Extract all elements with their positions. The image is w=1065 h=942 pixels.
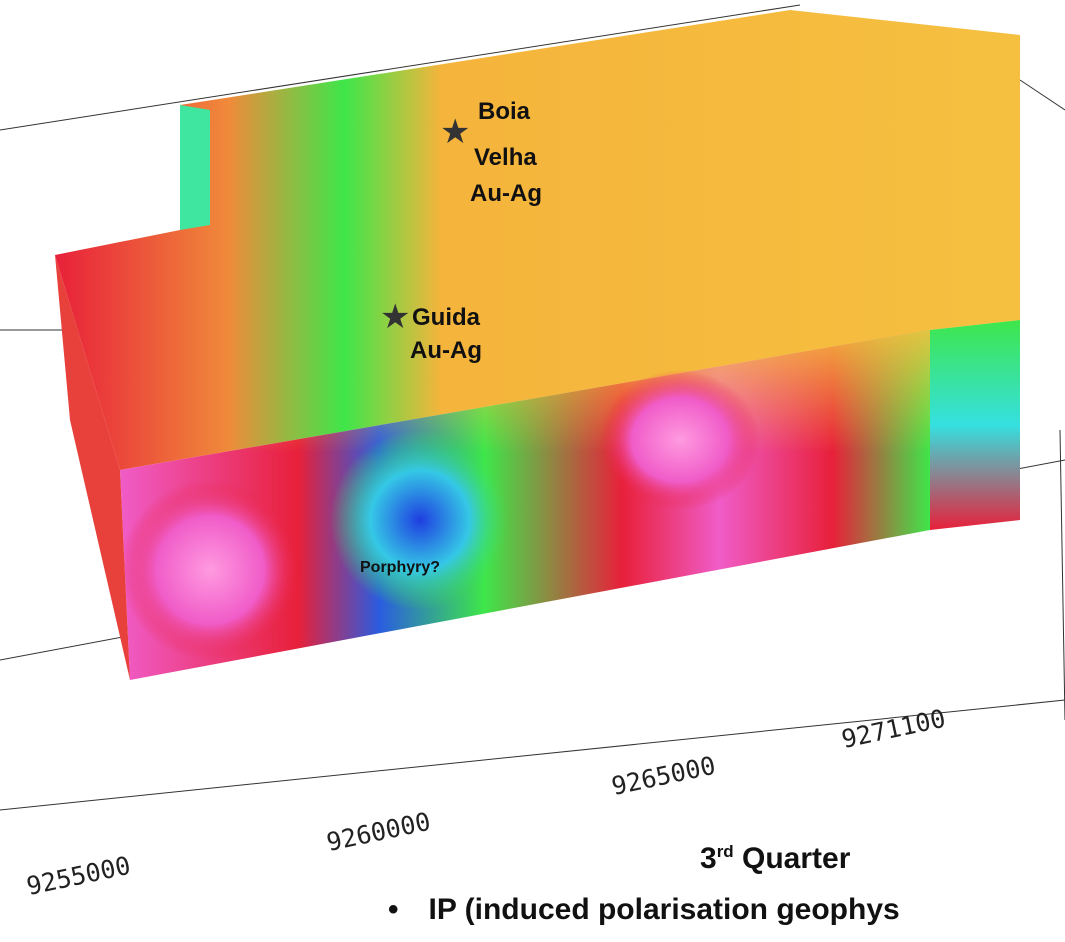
- guida-label-line2: Au-Ag: [410, 337, 482, 364]
- boia-velha-label-line1: Boia: [478, 98, 531, 125]
- boia-velha-label-line2: Velha: [474, 144, 537, 171]
- boia-velha-label-line3: Au-Ag: [470, 180, 542, 207]
- block-end-face: [930, 320, 1020, 530]
- bullet-icon: •: [388, 893, 399, 926]
- boia-velha-star-icon: ★: [440, 113, 471, 151]
- porphyry-annotation: Porphyry?: [360, 559, 441, 576]
- guida-label-line1: Guida: [412, 304, 481, 331]
- guida-star-icon: ★: [380, 298, 411, 336]
- caption-title: 3rd Quarter: [700, 842, 851, 875]
- block-top-face: [55, 10, 1020, 470]
- bullet-text: IP (induced polarisation geophys: [428, 893, 900, 926]
- caption-bullet: • IP (induced polarisation geophys: [388, 893, 900, 927]
